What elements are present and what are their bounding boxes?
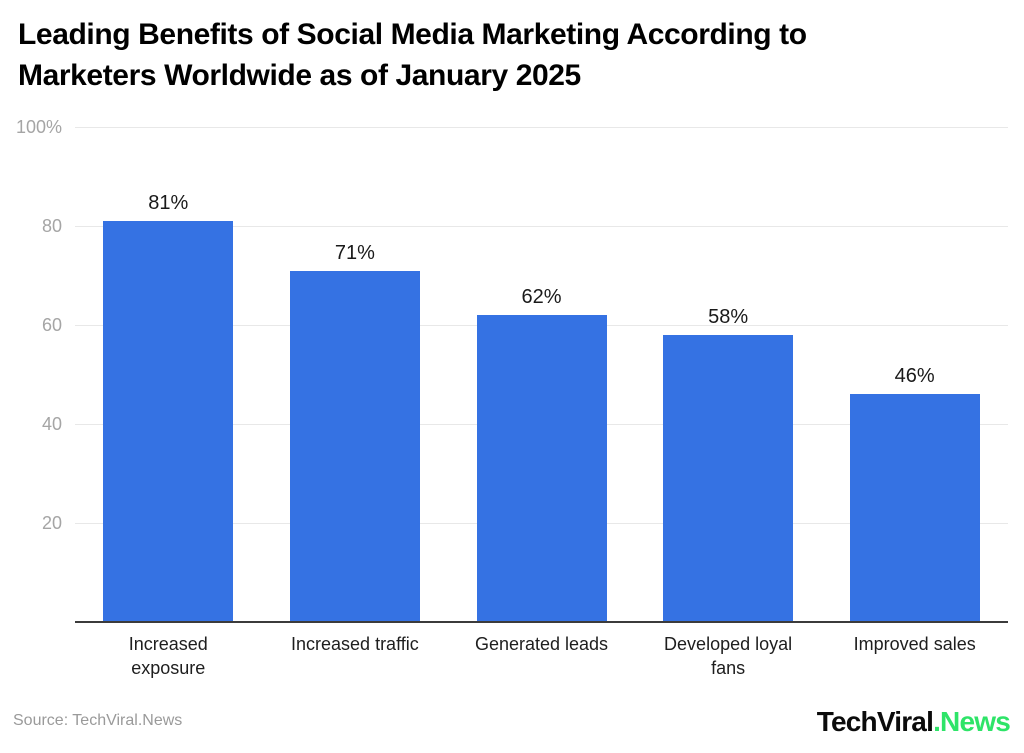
bar (289, 270, 420, 622)
bar-value-label: 58% (708, 305, 749, 328)
bar-value-label: 81% (148, 192, 189, 215)
bar-value-label: 71% (334, 241, 375, 264)
x-category-label-line: Generated leads (474, 634, 609, 654)
gridline (75, 127, 1008, 128)
x-category-label: Improved sales (822, 632, 1008, 656)
x-category-label: Increased traffic (262, 632, 448, 656)
x-category-label-line: Developed loyal (664, 634, 793, 654)
brand-logo-accent: .News (933, 706, 1011, 737)
y-axis-tick-label: 80 (41, 216, 62, 236)
bar (476, 315, 607, 622)
bar-value-label: 62% (521, 286, 562, 309)
chart-title: Leading Benefits of Social Media Marketi… (18, 14, 807, 96)
plot-area: 81% 71% 62% 58% 46% (75, 127, 1008, 623)
x-category-label-line: Improved sales (853, 634, 976, 654)
x-category-label-line: exposure (131, 658, 206, 678)
x-category-label-line: Increased (128, 634, 208, 654)
x-axis-line (75, 621, 1008, 623)
x-axis-category-labels: Increased exposure Increased traffic Genera… (75, 632, 1008, 688)
x-category-label: Developed loyal fans (635, 632, 821, 680)
chart-title-line-1: Leading Benefits of Social Media Marketi… (18, 18, 807, 51)
y-axis-tick-label: 60 (41, 315, 62, 335)
y-axis-tick-label: 20 (41, 513, 62, 533)
bar (849, 394, 980, 622)
bar-value-label: 46% (894, 365, 935, 388)
brand-logo-primary: TechViral (816, 706, 934, 737)
y-axis-tick-label: 40 (41, 414, 62, 434)
chart-title-line-2: Marketers Worldwide as of January 2025 (18, 59, 581, 92)
x-category-label-line: fans (711, 658, 746, 678)
source-note: Source: TechViral.News (13, 712, 183, 729)
x-category-label-line: Increased traffic (291, 634, 419, 654)
brand-logo: TechViral.News (816, 706, 1011, 738)
y-axis-tick-label: 100% (15, 117, 62, 137)
x-category-label: Increased exposure (75, 632, 261, 680)
gridline (75, 226, 1008, 227)
bar (663, 334, 794, 622)
y-axis-tick-labels: 100% 80 60 40 20 (0, 117, 62, 622)
bar (103, 221, 234, 622)
x-category-label: Generated leads (449, 632, 635, 656)
